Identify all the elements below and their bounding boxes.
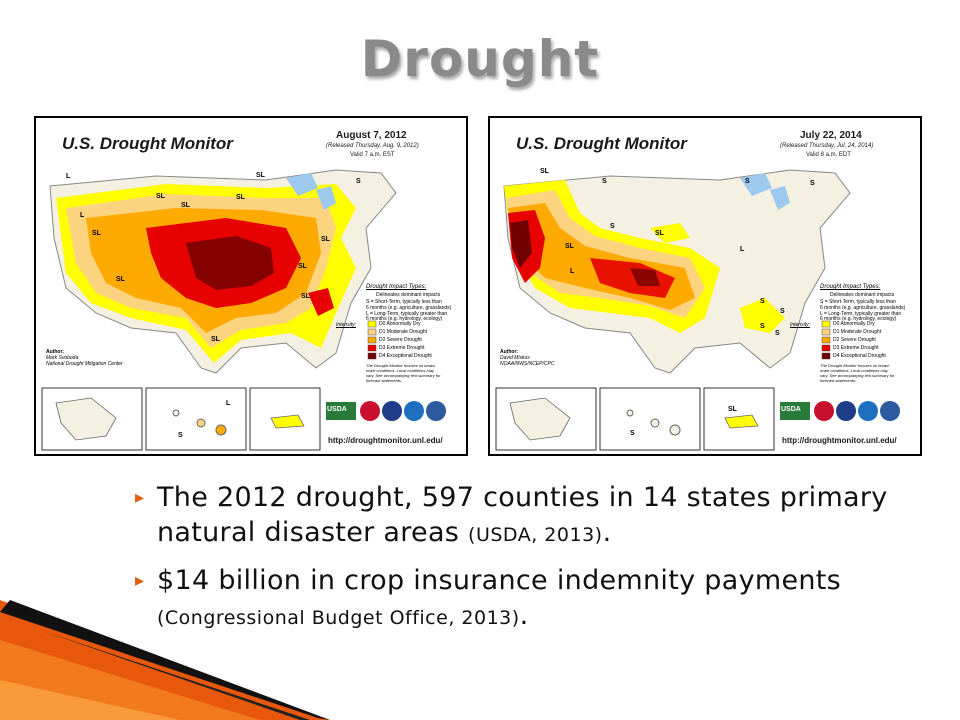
note-line: The Drought Monitor focuses on broad- xyxy=(366,363,436,368)
map-label: S xyxy=(780,308,785,315)
author-org: NOAA/NWS/NCEP/CPC xyxy=(500,361,555,367)
bullet-end: . xyxy=(602,517,612,548)
bullet-text: $14 billion in crop insurance indemnity … xyxy=(157,565,842,596)
map-label: SL xyxy=(565,243,574,250)
note-line: forecast statements. xyxy=(366,378,403,383)
map-label: SL xyxy=(256,172,265,179)
note-line: scale conditions. Local conditions may xyxy=(366,368,435,373)
intensity-item: D1 Moderate Drought xyxy=(833,329,882,335)
map-valid: Valid 8 a.m. EDT xyxy=(806,152,851,158)
map-label: SL xyxy=(728,406,737,413)
note-line: forecast statements. xyxy=(820,378,857,383)
map-label: SL xyxy=(321,236,330,243)
impact-item: S = Short-Term, typically less than xyxy=(820,299,896,305)
intensity-title: Intensity: xyxy=(336,322,357,328)
note-line: vary. See accompanying text summary for xyxy=(820,373,895,378)
map-released: (Released Thursday, Aug. 9, 2012) xyxy=(326,143,419,149)
impact-item: S = Short-Term, typically less than xyxy=(366,299,442,305)
bullet-end: . xyxy=(519,600,529,631)
map-label: S xyxy=(610,223,615,230)
note-line: scale conditions. Local conditions may xyxy=(820,368,889,373)
agency-label: USDA xyxy=(781,406,801,413)
map-label: SL xyxy=(211,336,220,343)
map-label: L xyxy=(226,400,231,407)
map-date: July 22, 2014 xyxy=(800,130,862,141)
impact-item: Delineates dominant impacts xyxy=(376,292,441,298)
map-label: S xyxy=(745,178,750,185)
author-name: Mark Svoboda xyxy=(46,355,79,361)
map-label: L xyxy=(66,173,71,180)
map-label: SL xyxy=(181,202,190,209)
intensity-item: D2 Severe Drought xyxy=(833,337,876,343)
map-label: SL xyxy=(156,193,165,200)
bullet-arrow-icon: ▸ xyxy=(135,570,145,591)
map-label: S xyxy=(775,330,780,337)
note-line: vary. See accompanying text summary for xyxy=(366,373,441,378)
map-url: http://droughtmonitor.unl.edu/ xyxy=(782,436,897,445)
impact-title: Drought Impact Types: xyxy=(820,284,881,290)
intensity-item: D4 Exceptional Drought xyxy=(833,353,886,359)
author-name: David Miskus xyxy=(500,355,530,361)
map-label: S xyxy=(356,178,361,185)
map-label: S xyxy=(760,323,765,330)
map-label: L xyxy=(80,212,85,219)
map-valid: Valid 7 a.m. EST xyxy=(350,152,395,158)
impact-item: 6 months (e.g. agriculture, grasslands) xyxy=(366,305,452,311)
author-label: Author: xyxy=(500,349,519,355)
map-label: L xyxy=(740,246,745,253)
map-label: SL xyxy=(116,276,125,283)
map-label: S xyxy=(810,180,815,187)
intensity-item: D2 Severe Drought xyxy=(379,337,422,343)
impact-item: 6 months (e.g. hydrology, ecology) xyxy=(820,316,897,322)
impact-item: 6 months (e.g. hydrology, ecology) xyxy=(366,316,443,322)
bullet-citation: (Congressional Budget Office, 2013) xyxy=(157,607,520,629)
map-label: SL xyxy=(540,168,549,175)
author-label: Author: xyxy=(46,349,65,355)
intensity-item: D0 Abnormally Dry xyxy=(379,321,421,327)
map-heading: U.S. Drought Monitor xyxy=(516,134,687,153)
intensity-item: D0 Abnormally Dry xyxy=(833,321,875,327)
note-line: The Drought Monitor focuses on broad- xyxy=(820,363,890,368)
impact-item: L = Long-Term, typically greater than xyxy=(366,311,448,317)
impact-item: Delineates dominant impacts xyxy=(830,292,895,298)
map-label: SL xyxy=(236,194,245,201)
intensity-item: D4 Exceptional Drought xyxy=(379,353,432,359)
agency-label: USDA xyxy=(327,406,347,413)
map-label: S xyxy=(602,178,607,185)
map-label: S xyxy=(760,298,765,305)
map-label: SL xyxy=(298,263,307,270)
drought-map-2014-graphic xyxy=(490,118,920,454)
intensity-item: D3 Extreme Drought xyxy=(833,345,879,351)
drought-map-2014: U.S. Drought Monitor July 22, 2014 (Rele… xyxy=(488,116,922,456)
author-org: National Drought Mitigation Center xyxy=(46,361,123,367)
drought-map-2012-graphic xyxy=(36,118,466,454)
map-label: SL xyxy=(301,293,310,300)
map-label: SL xyxy=(655,230,664,237)
intensity-item: D1 Moderate Drought xyxy=(379,329,428,335)
bullet-arrow-icon: ▸ xyxy=(135,487,145,508)
bullet-item: ▸ The 2012 drought, 597 counties in 14 s… xyxy=(135,480,950,553)
bullet-text: The 2012 drought, 597 counties in 14 sta… xyxy=(157,482,888,548)
map-label: S xyxy=(178,432,183,439)
bullet-item: ▸ $14 billion in crop insurance indemnit… xyxy=(135,563,950,636)
map-released: (Released Thursday, Jul. 24, 2014) xyxy=(780,143,874,149)
bullet-list: ▸ The 2012 drought, 597 counties in 14 s… xyxy=(135,480,950,646)
intensity-item: D3 Extreme Drought xyxy=(379,345,425,351)
impact-item: L = Long-Term, typically greater than xyxy=(820,311,902,317)
intensity-title: Intensity: xyxy=(790,322,811,328)
map-date: August 7, 2012 xyxy=(336,130,407,141)
map-label: SL xyxy=(92,230,101,237)
map-heading: U.S. Drought Monitor xyxy=(62,134,233,153)
impact-title: Drought Impact Types: xyxy=(366,284,427,290)
bullet-citation: (USDA, 2013) xyxy=(468,524,603,546)
drought-map-2012: U.S. Drought Monitor August 7, 2012 (Rel… xyxy=(34,116,468,456)
impact-item: 6 months (e.g. agriculture, grasslands) xyxy=(820,305,906,311)
slide-title: Drought xyxy=(360,30,600,88)
map-label: L xyxy=(570,268,575,275)
map-url: http://droughtmonitor.unl.edu/ xyxy=(328,436,443,445)
map-label: S xyxy=(630,430,635,437)
